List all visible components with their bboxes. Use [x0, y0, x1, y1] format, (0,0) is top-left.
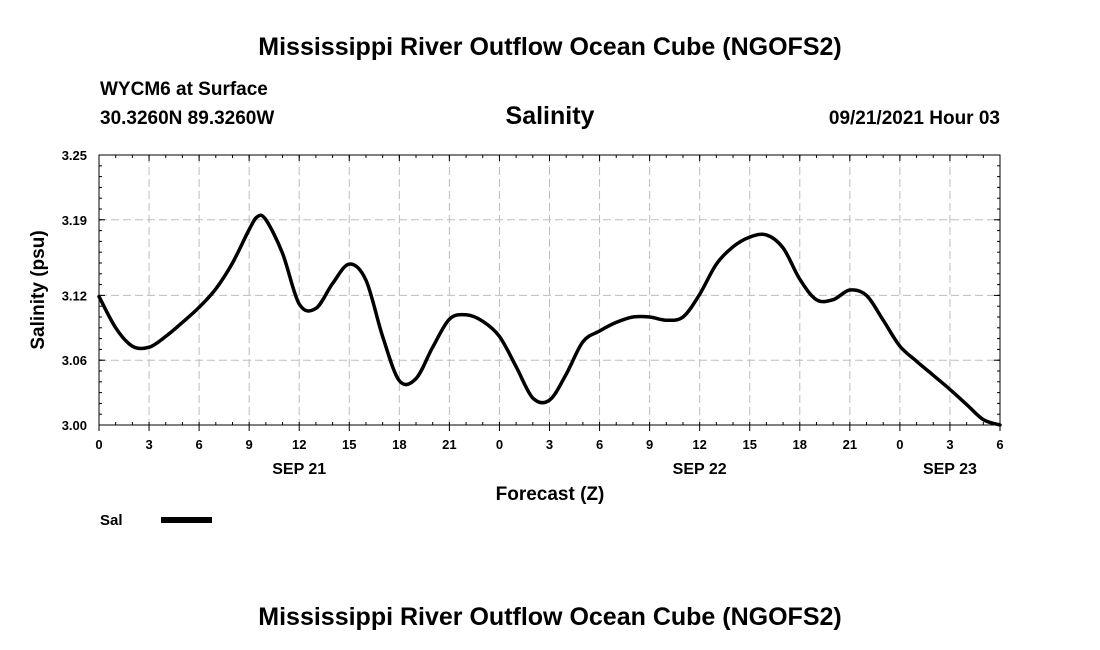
- date-label: SEP 21: [272, 461, 326, 478]
- x-tick-label: 21: [843, 437, 857, 452]
- legend-label: Sal: [100, 512, 123, 529]
- date-labels: SEP 21 SEP 22 SEP 23: [272, 461, 977, 478]
- bottom-title: Mississippi River Outflow Ocean Cube (NG…: [258, 603, 841, 631]
- x-tick-label: 15: [742, 437, 756, 452]
- station-label: WYCM6 at Surface: [100, 79, 268, 100]
- variable-title: Salinity: [506, 102, 595, 130]
- y-tick-label: 3.00: [62, 418, 87, 433]
- station-coords: 30.3260N 89.3260W: [100, 108, 274, 129]
- forecast-datetime: 09/21/2021 Hour 03: [829, 108, 1000, 129]
- x-tick-label: 18: [793, 437, 807, 452]
- x-tick-label: 3: [145, 437, 152, 452]
- y-tick-label: 3.19: [62, 213, 87, 228]
- x-tick-label: 0: [896, 437, 903, 452]
- x-tick-label: 0: [496, 437, 503, 452]
- x-tick-labels: 0 3 6 9 12 15 18 21 0 3 6 9 12 15 18 21 0 3 6: [95, 437, 1003, 452]
- date-label: SEP 23: [923, 461, 977, 478]
- grid-lines: [98, 154, 1001, 426]
- y-tick-label: 3.25: [62, 148, 87, 163]
- x-tick-label: 3: [546, 437, 553, 452]
- x-tick-label: 15: [342, 437, 356, 452]
- x-tick-label: 18: [392, 437, 406, 452]
- x-tick-label: 9: [646, 437, 653, 452]
- x-tick-label: 0: [95, 437, 102, 452]
- x-tick-label: 12: [692, 437, 706, 452]
- x-axis-label: Forecast (Z): [496, 484, 605, 505]
- y-tick-label: 3.06: [62, 353, 87, 368]
- y-axis-label: Salinity (psu): [28, 230, 49, 349]
- x-tick-label: 6: [596, 437, 603, 452]
- main-title: Mississippi River Outflow Ocean Cube (NG…: [258, 33, 841, 61]
- x-tick-label: 6: [996, 437, 1003, 452]
- x-tick-label: 21: [442, 437, 456, 452]
- x-tick-label: 9: [246, 437, 253, 452]
- x-tick-label: 6: [195, 437, 202, 452]
- plot-frame: [98, 154, 1001, 426]
- salinity-series-line: [97, 213, 1002, 427]
- x-tick-label: 12: [292, 437, 306, 452]
- x-tick-label: 3: [946, 437, 953, 452]
- date-label: SEP 22: [673, 461, 727, 478]
- y-tick-label: 3.12: [62, 288, 87, 303]
- y-tick-labels: 3.00 3.06 3.12 3.19 3.25: [62, 148, 87, 433]
